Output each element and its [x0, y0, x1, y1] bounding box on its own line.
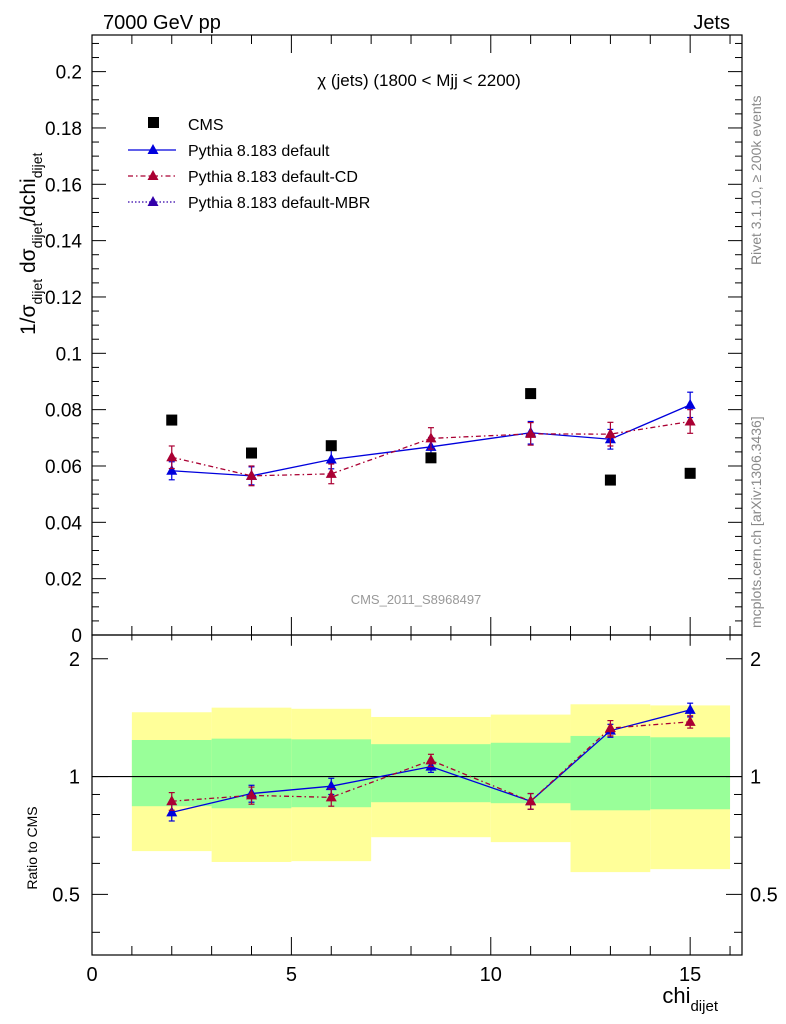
main-point-default [325, 453, 337, 464]
cms-data-point [325, 440, 337, 452]
main-y-tick-label: 0.14 [45, 232, 82, 253]
plot-title: χ (jets) (1800 < Mjj < 2200) [317, 71, 521, 90]
cms-data-point [166, 414, 178, 426]
x-tick-label: 10 [480, 964, 502, 986]
ratio-point-cd [604, 722, 616, 733]
main-point-cd [166, 451, 178, 462]
cms-data-point [525, 388, 537, 400]
ratio-point-cd [525, 795, 537, 806]
ratio-y-tick-label-right: 0.5 [750, 884, 778, 906]
band-inner-6 [650, 737, 731, 810]
ratio-y-tick-label-right: 1 [750, 767, 761, 789]
cms-data-point [684, 467, 696, 479]
watermark: CMS_2011_S8968497 [351, 592, 482, 607]
plot-frames [91, 34, 743, 956]
ratio-point-cd [166, 795, 178, 806]
main-y-tick-label: 0.16 [45, 175, 82, 196]
main-point-cd [684, 415, 696, 426]
side-label-mcplots: mcplots.cern.ch [arXiv:1306.3436] [748, 416, 764, 628]
data-series [166, 388, 696, 822]
main-point-cd [425, 432, 437, 443]
legend-label-cd: Pythia 8.183 default-CD [188, 169, 358, 186]
header-right: Jets [693, 12, 730, 34]
y-axis-label-ratio: Ratio to CMS [24, 806, 40, 889]
legend-marker-mbr [147, 196, 159, 206]
ratio-series-cd [166, 715, 696, 811]
main-y-tick-label: 0.02 [45, 570, 82, 591]
ratio-y-tick-label-right: 2 [750, 649, 761, 671]
legend: CMS Pythia 8.183 default Pythia 8.183 de… [128, 117, 370, 212]
main-y-tick-label: 0.08 [45, 401, 82, 422]
ratio-point-cd [425, 754, 437, 765]
main-series-cd [166, 409, 696, 487]
ratio-point-cd [246, 789, 258, 800]
side-label-rivet: Rivet 3.1.10, ≥ 200k events [748, 95, 764, 265]
header-left: 7000 GeV pp [103, 12, 221, 34]
main-point-default [684, 398, 696, 409]
band-inner-5 [570, 735, 651, 811]
ratio-uncertainty-bands [131, 704, 731, 873]
ratio-y-tick-label: 0.5 [52, 884, 80, 906]
legend-label-mbr: Pythia 8.183 default-MBR [188, 195, 370, 212]
main-point-cd [246, 469, 258, 480]
y-axis-label-main: 1/σdijet dσdijet/dchidijet [17, 153, 45, 335]
ratio-point-cd [325, 791, 337, 802]
ratio-point-default [684, 703, 696, 714]
main-point-cd [325, 467, 337, 478]
ratio-point-default [166, 806, 178, 817]
main-point-cd [604, 428, 616, 439]
main-point-cd [525, 427, 537, 438]
ratio-frame [91, 634, 743, 956]
main-y-tick-label: 0 [71, 626, 82, 647]
x-tick-label: 0 [86, 964, 97, 986]
main-y-tick-label: 0.18 [45, 119, 82, 140]
main-point-default [166, 464, 178, 475]
ratio-point-cd [684, 715, 696, 726]
legend-label-cms: CMS [188, 117, 224, 134]
x-tick-label: 15 [679, 964, 701, 986]
legend-marker-cms [148, 117, 159, 128]
main-y-tick-label: 0.2 [56, 63, 82, 84]
main-y-tick-label: 0.12 [45, 288, 82, 309]
cms-data-point [246, 447, 258, 459]
cms-data-point [425, 452, 437, 464]
axis-ticks: 0 0.02 0.04 0.06 0.08 0.1 0.12 0.14 0.16 0.18 0.2 0… [45, 35, 778, 986]
legend-marker-cd [147, 170, 159, 180]
ratio-y-tick-label: 2 [69, 649, 80, 671]
x-axis-label: chidijet [662, 983, 718, 1015]
x-tick-label: 5 [286, 964, 297, 986]
main-y-tick-label: 0.1 [56, 344, 82, 365]
legend-label-default: Pythia 8.183 default [188, 143, 330, 160]
ratio-y-tick-label: 1 [69, 767, 80, 789]
cms-data-point [604, 474, 616, 486]
ratio-point-default [325, 780, 337, 791]
main-y-tick-label: 0.04 [45, 513, 82, 534]
main-y-tick-label: 0.06 [45, 457, 82, 478]
band-inner-3 [371, 744, 491, 803]
legend-marker-default [147, 144, 159, 154]
